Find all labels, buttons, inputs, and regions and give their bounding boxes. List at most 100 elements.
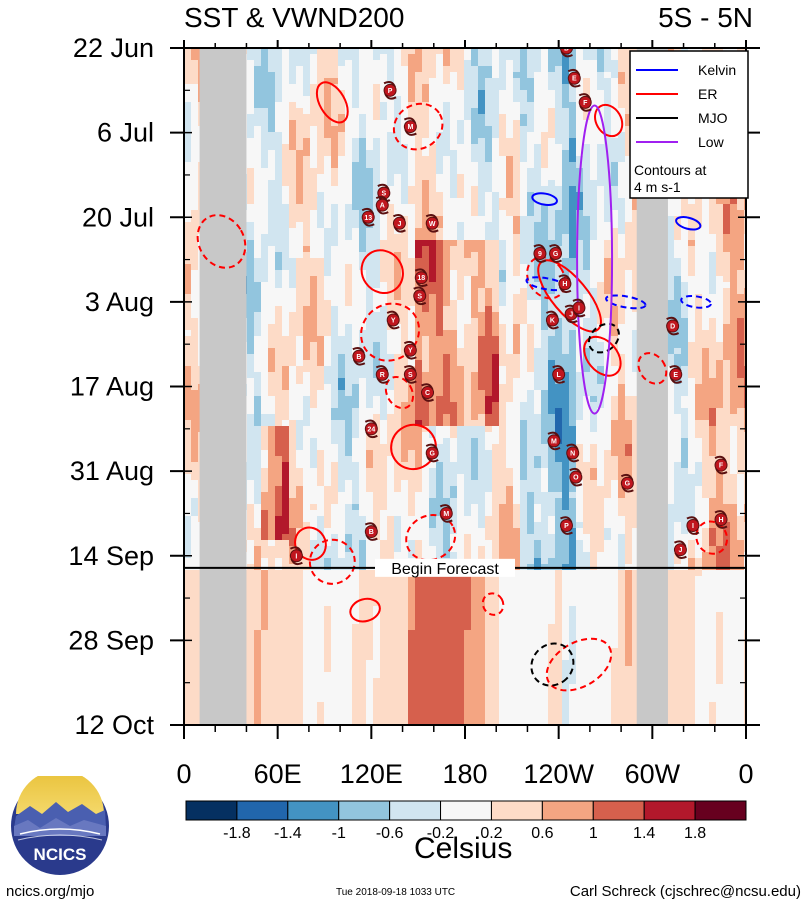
sst-cell <box>555 294 563 301</box>
sst-cell <box>184 84 192 91</box>
sst-cell <box>548 408 556 415</box>
sst-cell <box>534 240 542 247</box>
sst-cell <box>184 120 192 127</box>
sst-cell <box>541 132 549 139</box>
sst-cell <box>478 246 486 253</box>
sst-cell <box>737 402 745 409</box>
sst-cell <box>457 48 465 55</box>
sst-cell <box>485 198 493 205</box>
sst-cell <box>737 240 745 247</box>
sst-cell <box>702 294 710 301</box>
sst-cell <box>331 72 339 79</box>
sst-cell <box>632 246 640 253</box>
sst-cell <box>324 270 332 277</box>
sst-cell <box>254 300 262 307</box>
sst-cell <box>576 216 584 223</box>
sst-cell <box>709 264 717 271</box>
sst-cell <box>583 228 591 235</box>
sst-cell <box>464 96 472 103</box>
sst-cell <box>282 336 290 343</box>
sst-cell <box>436 240 444 247</box>
sst-cell <box>730 264 738 271</box>
sst-cell <box>191 66 199 73</box>
sst-cell <box>457 138 465 145</box>
sst-cell <box>261 234 269 241</box>
sst-cell <box>688 234 696 241</box>
sst-cell <box>730 198 738 205</box>
sst-cell <box>450 276 458 283</box>
sst-cell <box>681 390 689 397</box>
sst-cell <box>296 90 304 97</box>
sst-cell <box>513 288 521 295</box>
sst-cell <box>667 222 675 229</box>
sst-cell <box>296 72 304 79</box>
sst-cell <box>597 54 605 61</box>
sst-cell <box>303 300 311 307</box>
sst-cell <box>303 228 311 235</box>
sst-cell <box>394 78 402 85</box>
sst-cell <box>730 234 738 241</box>
sst-cell <box>737 396 745 403</box>
sst-cell <box>310 390 318 397</box>
sst-cell <box>492 258 500 265</box>
sst-cell <box>366 252 374 259</box>
sst-cell <box>275 138 283 145</box>
sst-cell <box>268 270 276 277</box>
sst-cell <box>380 348 388 355</box>
sst-cell <box>408 246 416 253</box>
sst-cell <box>289 318 297 325</box>
sst-cell <box>366 168 374 175</box>
sst-cell <box>443 264 451 271</box>
sst-cell <box>730 360 738 367</box>
sst-cell <box>296 192 304 199</box>
sst-cell <box>457 78 465 85</box>
sst-cell <box>464 288 472 295</box>
sst-cell <box>471 366 479 373</box>
sst-cell <box>541 336 549 343</box>
sst-cell <box>527 60 535 67</box>
sst-cell <box>268 210 276 217</box>
sst-cell <box>338 264 346 271</box>
sst-cell <box>625 54 633 61</box>
sst-cell <box>520 318 528 325</box>
sst-cell <box>268 378 276 385</box>
sst-cell <box>590 108 598 115</box>
sst-cell <box>464 234 472 241</box>
sst-cell <box>394 270 402 277</box>
sst-cell <box>247 402 255 409</box>
sst-cell <box>520 186 528 193</box>
sst-cell <box>625 258 633 265</box>
sst-cell <box>331 102 339 109</box>
sst-cell <box>471 60 479 67</box>
sst-cell <box>520 120 528 127</box>
sst-cell <box>324 330 332 337</box>
sst-cell <box>289 150 297 157</box>
sst-cell <box>492 120 500 127</box>
sst-cell <box>597 408 605 415</box>
sst-cell <box>709 384 717 391</box>
sst-cell <box>184 102 192 109</box>
sst-cell <box>541 384 549 391</box>
sst-cell <box>471 258 479 265</box>
sst-cell <box>464 372 472 379</box>
sst-cell <box>471 246 479 253</box>
sst-cell <box>331 270 339 277</box>
sst-cell <box>541 216 549 223</box>
sst-cell <box>408 84 416 91</box>
sst-cell <box>597 186 605 193</box>
sst-cell <box>583 192 591 199</box>
sst-cell <box>688 408 696 415</box>
sst-cell <box>611 300 619 307</box>
sst-cell <box>324 258 332 265</box>
sst-cell <box>702 270 710 277</box>
sst-cell <box>562 114 570 121</box>
sst-cell <box>464 246 472 253</box>
sst-cell <box>688 396 696 403</box>
sst-cell <box>499 396 507 403</box>
sst-cell <box>254 210 262 217</box>
sst-cell <box>513 324 521 331</box>
sst-cell <box>464 54 472 61</box>
sst-cell <box>625 300 633 307</box>
sst-cell <box>415 90 423 97</box>
sst-cell <box>352 300 360 307</box>
